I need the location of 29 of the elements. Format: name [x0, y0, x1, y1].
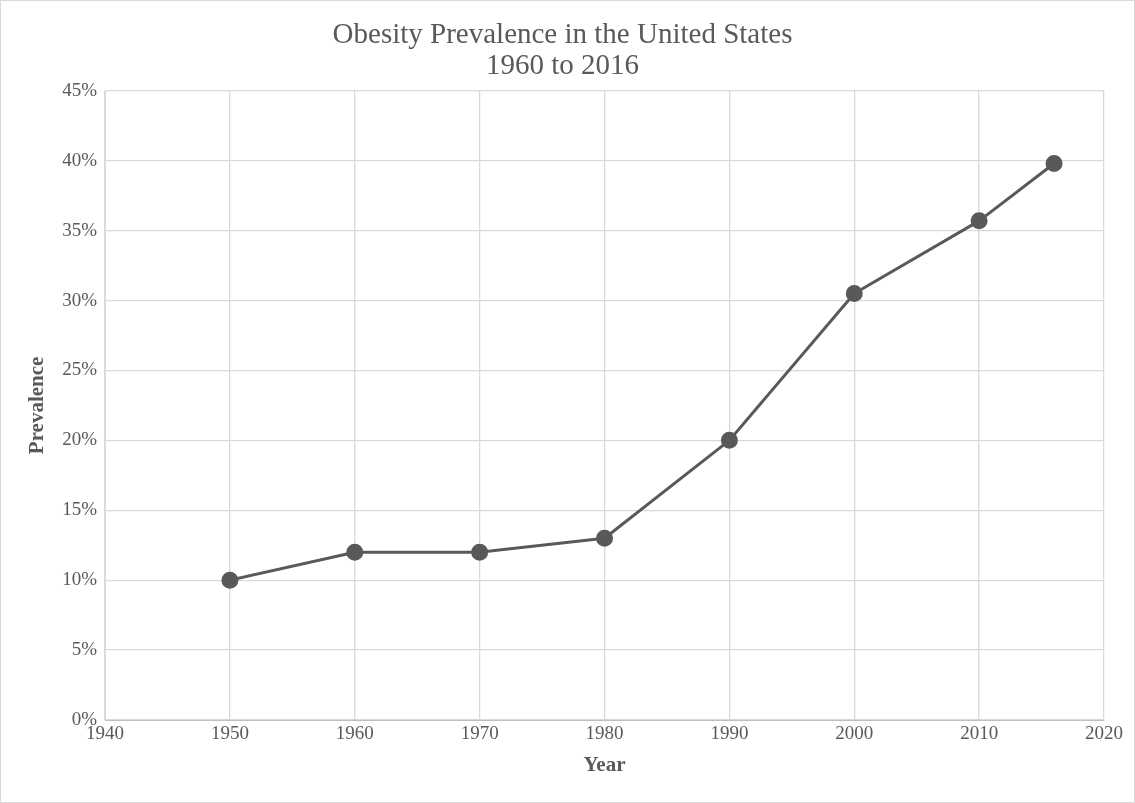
x-tick-label: 2010: [960, 722, 999, 744]
point: [845, 285, 863, 303]
x-tick-label: 1980: [585, 722, 624, 744]
point: [471, 543, 489, 561]
point: [596, 529, 614, 547]
point: [346, 543, 364, 561]
y-tick-label: 45%: [62, 78, 98, 100]
x-tick-label: 2020: [1085, 722, 1123, 744]
x-tick-label: 2000: [835, 722, 874, 744]
x-tick-label: 1950: [210, 722, 249, 744]
y-tick-label: 40%: [62, 148, 98, 170]
y-tick-label: 20%: [62, 428, 98, 450]
point: [1045, 155, 1063, 173]
y-tick-label: 35%: [62, 218, 98, 240]
point: [970, 212, 988, 230]
text: 1960 to 2016: [485, 48, 640, 81]
point: [720, 431, 738, 449]
y-tick-label: 15%: [62, 498, 98, 520]
y-tick-label: 30%: [62, 288, 98, 310]
x-tick-label: 1960: [335, 722, 374, 744]
y-tick-label: 5%: [71, 638, 98, 660]
x-tick-label: 1970: [460, 722, 499, 744]
point: [221, 571, 239, 589]
y-axis-title: Prevalence: [24, 356, 49, 455]
x-tick-label: 1990: [710, 722, 749, 744]
x-axis-title: Year: [583, 751, 626, 776]
y-tick-label: 25%: [62, 358, 98, 380]
text: Obesity Prevalence in the United States: [332, 16, 793, 49]
y-tick-label: 10%: [62, 568, 98, 590]
